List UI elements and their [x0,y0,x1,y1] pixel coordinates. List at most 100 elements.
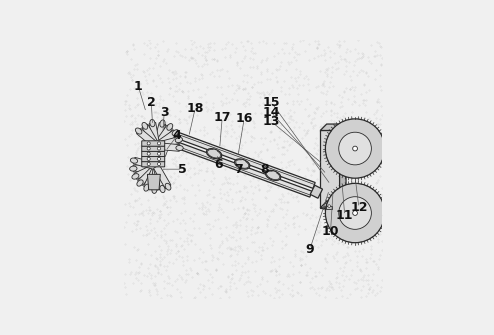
Point [278,152,286,157]
Point [123,52,130,57]
Point [359,274,367,280]
Point [372,181,380,186]
Point [371,76,379,81]
Point [139,68,147,73]
Point [224,273,232,278]
Point [193,271,201,276]
Point [200,283,207,288]
Point [244,150,251,155]
Point [237,118,245,124]
Point [232,237,240,243]
Point [165,251,173,256]
Point [312,105,320,111]
Point [288,293,296,298]
Point [322,257,329,262]
Point [374,96,382,102]
Point [260,92,268,98]
Point [326,48,334,53]
Point [375,40,383,45]
Point [340,179,348,184]
Point [321,294,329,299]
Point [280,138,288,143]
Point [286,114,293,119]
Point [165,137,173,143]
Point [362,70,370,76]
Point [226,187,234,192]
Point [191,76,199,81]
Point [154,52,162,58]
Point [181,220,189,225]
Point [374,143,382,149]
Point [315,213,323,218]
Point [341,183,349,188]
Point [166,178,174,184]
Point [247,287,255,293]
Point [186,106,194,111]
Point [281,242,289,248]
Point [357,91,365,96]
Point [253,212,261,218]
Point [222,225,230,230]
Point [145,38,153,43]
Point [278,206,286,212]
Point [222,100,230,106]
Point [276,228,284,233]
Point [206,242,214,248]
Point [241,184,248,189]
Point [202,105,210,110]
Point [266,130,274,135]
Point [305,41,313,46]
Point [243,130,251,135]
Point [200,212,207,217]
Point [362,109,370,114]
Point [191,171,199,176]
Point [372,115,380,120]
Point [255,90,263,95]
Point [343,231,351,237]
Point [175,120,183,126]
Text: 12: 12 [350,201,368,214]
Point [282,41,290,46]
Point [221,129,229,134]
Point [309,158,317,163]
Point [257,90,265,95]
Point [158,79,166,85]
Point [336,164,344,170]
Point [145,270,153,275]
Point [284,199,292,204]
Point [141,186,149,191]
Point [369,259,377,264]
Point [131,271,139,277]
Point [223,237,231,243]
Point [342,117,350,123]
Point [133,197,141,203]
Point [364,73,372,78]
Point [198,143,206,148]
Point [152,286,160,291]
Point [260,92,268,97]
Point [239,86,247,92]
Point [201,266,209,271]
Point [303,165,311,170]
Point [254,79,262,85]
Point [189,41,197,46]
Point [199,45,206,50]
Point [339,255,347,260]
Point [177,243,185,249]
Point [222,113,230,119]
Point [203,169,211,174]
Point [303,97,311,102]
Point [164,243,172,249]
Point [183,79,191,85]
Point [239,264,247,269]
Point [121,241,129,247]
Point [172,75,180,81]
Point [334,280,342,286]
Point [131,198,139,203]
Point [318,238,326,244]
Point [310,146,318,151]
Point [310,243,318,249]
Point [253,226,261,231]
Point [341,205,349,211]
Point [300,128,308,133]
